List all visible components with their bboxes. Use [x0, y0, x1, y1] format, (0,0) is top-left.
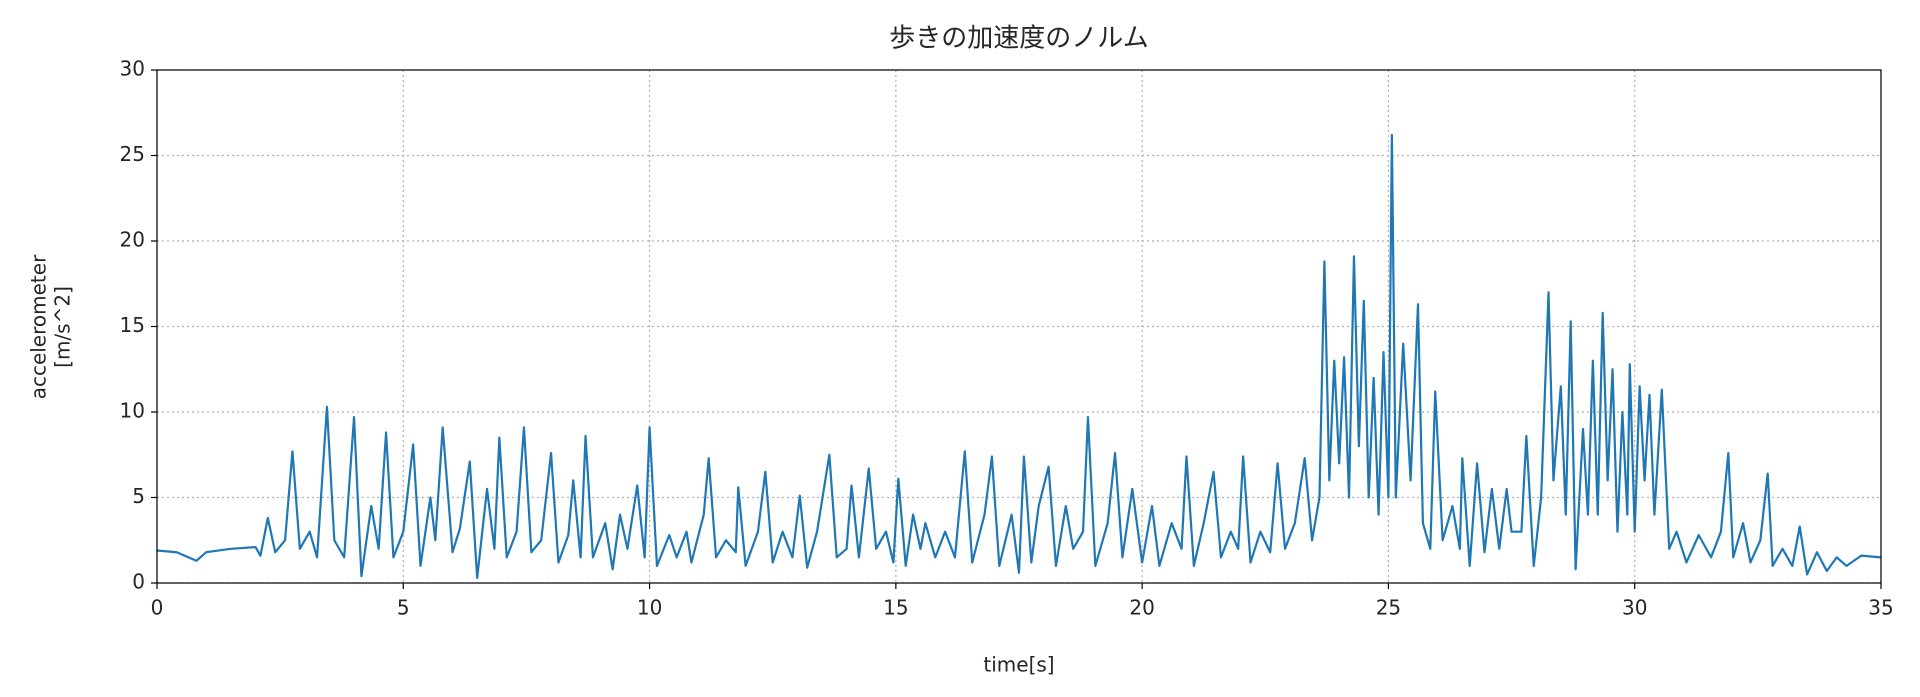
y-tick-label: 25 — [120, 142, 145, 166]
x-tick-label: 25 — [1376, 596, 1401, 620]
y-tick-label: 30 — [120, 57, 145, 81]
chart-title: 歩きの加速度のノルム — [889, 24, 1148, 54]
y-tick-label: 15 — [120, 313, 145, 337]
plot-frame — [156, 69, 1882, 584]
x-tick-label: 35 — [1868, 596, 1893, 620]
x-tick-label: 20 — [1129, 596, 1154, 620]
x-tick-label: 0 — [151, 596, 164, 620]
y-axis-label: [m/s^2] — [51, 286, 75, 368]
x-tick-label: 15 — [883, 596, 908, 620]
x-tick-label: 5 — [397, 596, 410, 620]
y-tick-label: 0 — [132, 570, 145, 594]
y-axis-label: accelerometer — [27, 254, 51, 399]
y-tick-label: 20 — [120, 228, 145, 252]
data-line — [156, 133, 1882, 579]
x-tick-label: 30 — [1622, 596, 1647, 620]
y-tick-label: 5 — [132, 484, 145, 508]
x-axis-label: time[s] — [983, 653, 1054, 677]
x-tick-label: 10 — [637, 596, 662, 620]
y-tick-label: 10 — [120, 399, 145, 423]
